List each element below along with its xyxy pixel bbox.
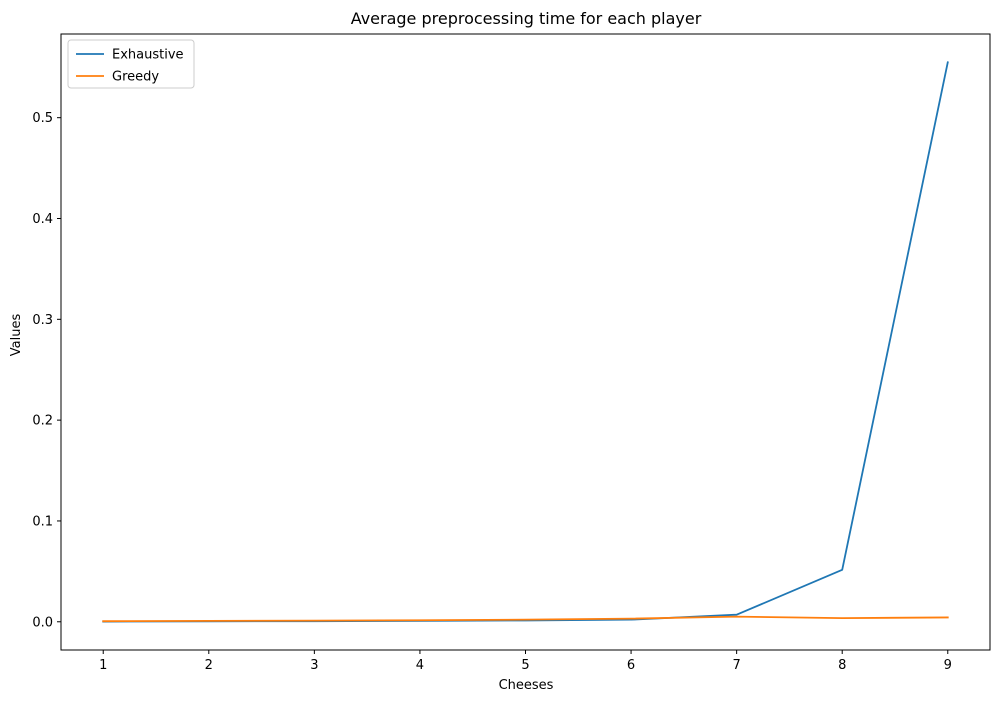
x-axis-label: Cheeses <box>499 678 554 693</box>
legend-label-greedy: Greedy <box>112 70 159 85</box>
series-layer <box>102 61 949 623</box>
x-axis-ticks: 1 2 3 4 5 6 7 8 9 <box>99 650 952 673</box>
y-tick-label: 0.2 <box>32 414 53 429</box>
legend-label-exhaustive: Exhaustive <box>112 48 184 63</box>
x-tick-label: 2 <box>205 658 213 673</box>
y-tick-label: 0.0 <box>32 615 53 630</box>
y-tick-label: 0.3 <box>32 313 53 328</box>
y-tick-label: 0.5 <box>32 111 53 126</box>
x-tick-label: 4 <box>416 658 424 673</box>
x-tick-label: 9 <box>944 658 952 673</box>
y-axis-ticks: 0.0 0.1 0.2 0.3 0.4 0.5 <box>32 111 61 630</box>
x-tick-label: 8 <box>838 658 846 673</box>
series-line-greedy <box>102 615 949 623</box>
x-tick-label: 1 <box>99 658 107 673</box>
x-tick-label: 6 <box>627 658 635 673</box>
x-tick-label: 7 <box>732 658 740 673</box>
x-tick-label: 5 <box>521 658 529 673</box>
x-tick-label: 3 <box>310 658 318 673</box>
legend: Exhaustive Greedy <box>67 39 195 89</box>
plot-frame <box>60 33 991 651</box>
y-axis-label: Values <box>9 314 24 357</box>
y-tick-label: 0.1 <box>32 514 53 529</box>
y-tick-label: 0.4 <box>32 212 53 227</box>
chart-title: Average preprocessing time for each play… <box>351 9 702 28</box>
